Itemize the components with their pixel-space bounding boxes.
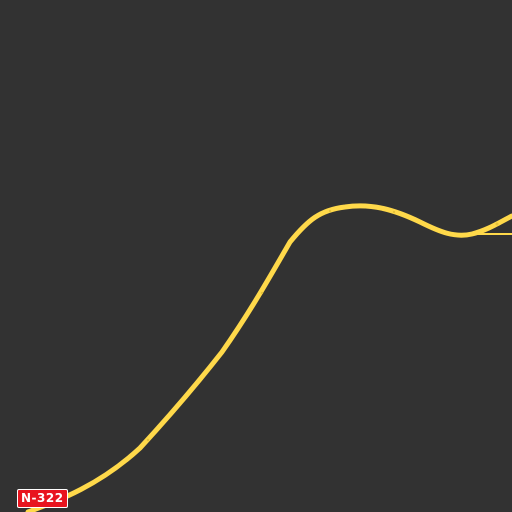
road-n-322: [25, 203, 512, 512]
road-ref-shield: N-322: [17, 489, 68, 508]
road-node: [392, 210, 396, 214]
road-node: [146, 438, 150, 442]
road-node: [495, 222, 499, 226]
road-node: [260, 291, 264, 295]
road-node: [328, 209, 332, 213]
